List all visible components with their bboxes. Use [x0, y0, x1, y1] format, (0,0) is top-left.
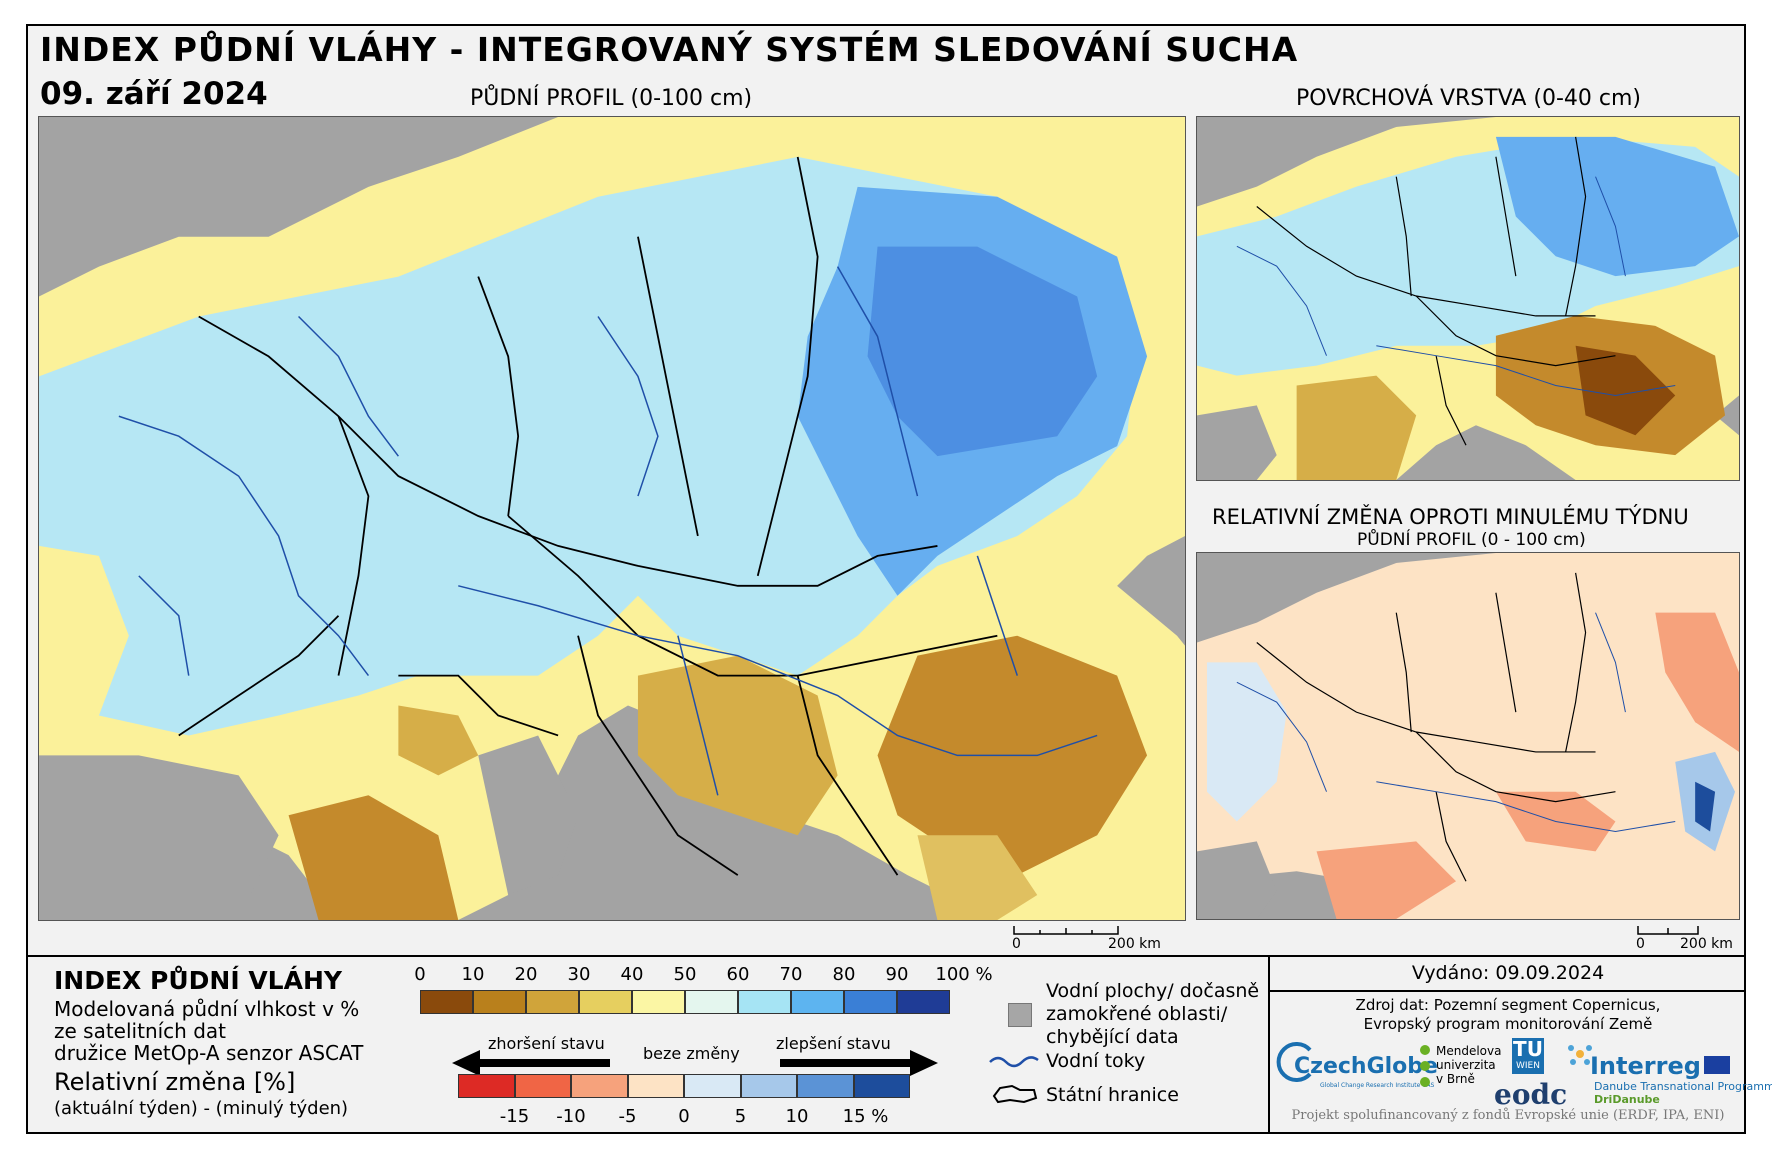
- water-label-2: zamokřené oblasti/: [1046, 1003, 1228, 1025]
- czechglobe-logo-icon: [1276, 1042, 1312, 1082]
- mendel-line-2: univerzita: [1436, 1058, 1496, 1072]
- data-source: Zdroj dat: Pozemní segment Copernicus, E…: [1270, 996, 1746, 1034]
- page-title: INDEX PŮDNÍ VLÁHY - INTEGROVANÝ SYSTÉM S…: [40, 30, 1299, 69]
- border-symbol-icon: [992, 1084, 1038, 1104]
- data-source-line-2: Evropský program monitorování Země: [1363, 1015, 1653, 1033]
- moisture-swatch: [897, 990, 950, 1014]
- moisture-swatch: [844, 990, 897, 1014]
- water-label-1: Vodní plochy/ dočasně: [1046, 980, 1260, 1002]
- data-source-line-1: Zdroj dat: Pozemní segment Copernicus,: [1355, 996, 1661, 1014]
- moisture-tick-label: 70: [779, 964, 803, 985]
- nochange-label: beze změny: [643, 1044, 740, 1063]
- surface-map-caption: POVRCHOVÁ VRSTVA (0-40 cm): [1296, 86, 1641, 111]
- borders-label: Státní hranice: [1046, 1084, 1179, 1106]
- interreg-sub: Danube Transnational Programme: [1594, 1080, 1772, 1093]
- moisture-swatch: [526, 990, 579, 1014]
- moisture-tick-label: 90: [885, 964, 909, 985]
- dridanube-label: DriDanube: [1594, 1093, 1660, 1106]
- tu-wien-logo: TU WIEN: [1512, 1038, 1544, 1074]
- moisture-tick-label: 100 %: [935, 964, 993, 985]
- legend-desc-3: družice MetOp-A senzor ASCAT: [54, 1041, 364, 1065]
- main-scale-bar: [1013, 926, 1119, 935]
- legend-desc-1: Modelovaná půdní vlhkost v %: [54, 997, 360, 1021]
- eu-flag-icon: [1704, 1056, 1730, 1074]
- change-swatch: [797, 1074, 854, 1098]
- relative-change-desc: (aktuální týden) - (minulý týden): [54, 1098, 349, 1119]
- funding-note: Projekt spolufinancovaný z fondů Evropsk…: [1291, 1108, 1725, 1123]
- tu-sub: WIEN: [1516, 1061, 1540, 1071]
- legend-divider: [1268, 955, 1270, 1134]
- interreg-logo: Interreg: [1590, 1052, 1701, 1080]
- better-label: zlepšení stavu: [776, 1034, 891, 1053]
- change-map-subcaption: PŮDNÍ PROFIL (0 - 100 cm): [1357, 530, 1586, 550]
- change-swatch: [458, 1074, 515, 1098]
- mendel-logo: Mendelova univerzita v Brně: [1436, 1044, 1501, 1086]
- worse-arrow: [452, 1050, 610, 1076]
- change-swatch: [571, 1074, 628, 1098]
- main-soil-moisture-map: [38, 116, 1186, 921]
- small-scale-bar: [1637, 926, 1699, 935]
- moisture-swatch: [632, 990, 685, 1014]
- moisture-swatch: [738, 990, 791, 1014]
- change-swatch: [514, 1074, 571, 1098]
- relative-change-title: Relativní změna [%]: [54, 1068, 296, 1096]
- main-scale-zero: 0: [1012, 936, 1021, 952]
- worse-label: zhoršení stavu: [488, 1034, 605, 1053]
- rivers-label: Vodní toky: [1046, 1050, 1146, 1072]
- change-swatch: [853, 1074, 910, 1098]
- eodc-logo: eodc: [1494, 1078, 1568, 1111]
- czechglobe-logo: CzechGlobe: [1294, 1054, 1438, 1079]
- main-map-caption: PŮDNÍ PROFIL (0-100 cm): [470, 86, 753, 111]
- interreg-star-icon: [1568, 1045, 1592, 1065]
- legend-desc-2: ze satelitních dat: [54, 1019, 226, 1043]
- issue-date: 09. září 2024: [40, 76, 268, 112]
- change-tick-label: 0: [678, 1106, 690, 1127]
- legend-title: INDEX PŮDNÍ VLÁHY: [54, 966, 342, 995]
- moisture-tick-label: 10: [461, 964, 485, 985]
- small-scale-zero: 0: [1636, 936, 1645, 952]
- change-tick-label: 15 %: [842, 1106, 889, 1127]
- tu-text: TU: [1513, 1037, 1543, 1061]
- mendel-logo-icon: [1420, 1045, 1430, 1087]
- info-divider: [1268, 990, 1746, 992]
- change-tick-label: 5: [734, 1106, 747, 1127]
- legend-panel: [26, 955, 1746, 1134]
- missing-data-swatch: [1008, 1003, 1032, 1027]
- change-swatch: [684, 1074, 741, 1098]
- moisture-tick-label: 80: [832, 964, 856, 985]
- main-scale-label: 200 km: [1108, 936, 1161, 952]
- mendel-line-1: Mendelova: [1436, 1044, 1502, 1058]
- issued-date: Vydáno: 09.09.2024: [1411, 962, 1605, 984]
- czechglobe-sub: Global Change Research Institute CAS: [1320, 1082, 1435, 1089]
- moisture-tick-label: 40: [620, 964, 644, 985]
- moisture-tick-label: 50: [673, 964, 697, 985]
- surface-layer-map: [1196, 116, 1740, 481]
- moisture-swatch: [791, 990, 844, 1014]
- small-scale-label: 200 km: [1680, 936, 1733, 952]
- moisture-swatch: [473, 990, 526, 1014]
- moisture-tick-label: 60: [726, 964, 750, 985]
- moisture-tick-label: 30: [567, 964, 591, 985]
- change-swatch: [740, 1074, 797, 1098]
- change-tick-label: -10: [556, 1106, 586, 1127]
- change-swatch: [627, 1074, 684, 1098]
- moisture-tick-label: 20: [514, 964, 538, 985]
- moisture-swatch: [579, 990, 632, 1014]
- moisture-tick-label: 0: [414, 964, 426, 985]
- better-arrow: [780, 1050, 938, 1076]
- change-map-caption: RELATIVNÍ ZMĚNA OPROTI MINULÉMU TÝDNU: [1212, 505, 1689, 529]
- moisture-swatch: [685, 990, 738, 1014]
- water-label-3: chybějící data: [1046, 1026, 1179, 1048]
- change-tick-label: -15: [499, 1106, 530, 1127]
- change-tick-label: 10: [785, 1106, 809, 1127]
- mendel-line-3: v Brně: [1436, 1072, 1475, 1086]
- river-symbol-icon: [989, 1056, 1039, 1068]
- change-tick-label: -5: [618, 1106, 637, 1127]
- relative-change-map: [1196, 552, 1740, 920]
- moisture-swatch: [420, 990, 473, 1014]
